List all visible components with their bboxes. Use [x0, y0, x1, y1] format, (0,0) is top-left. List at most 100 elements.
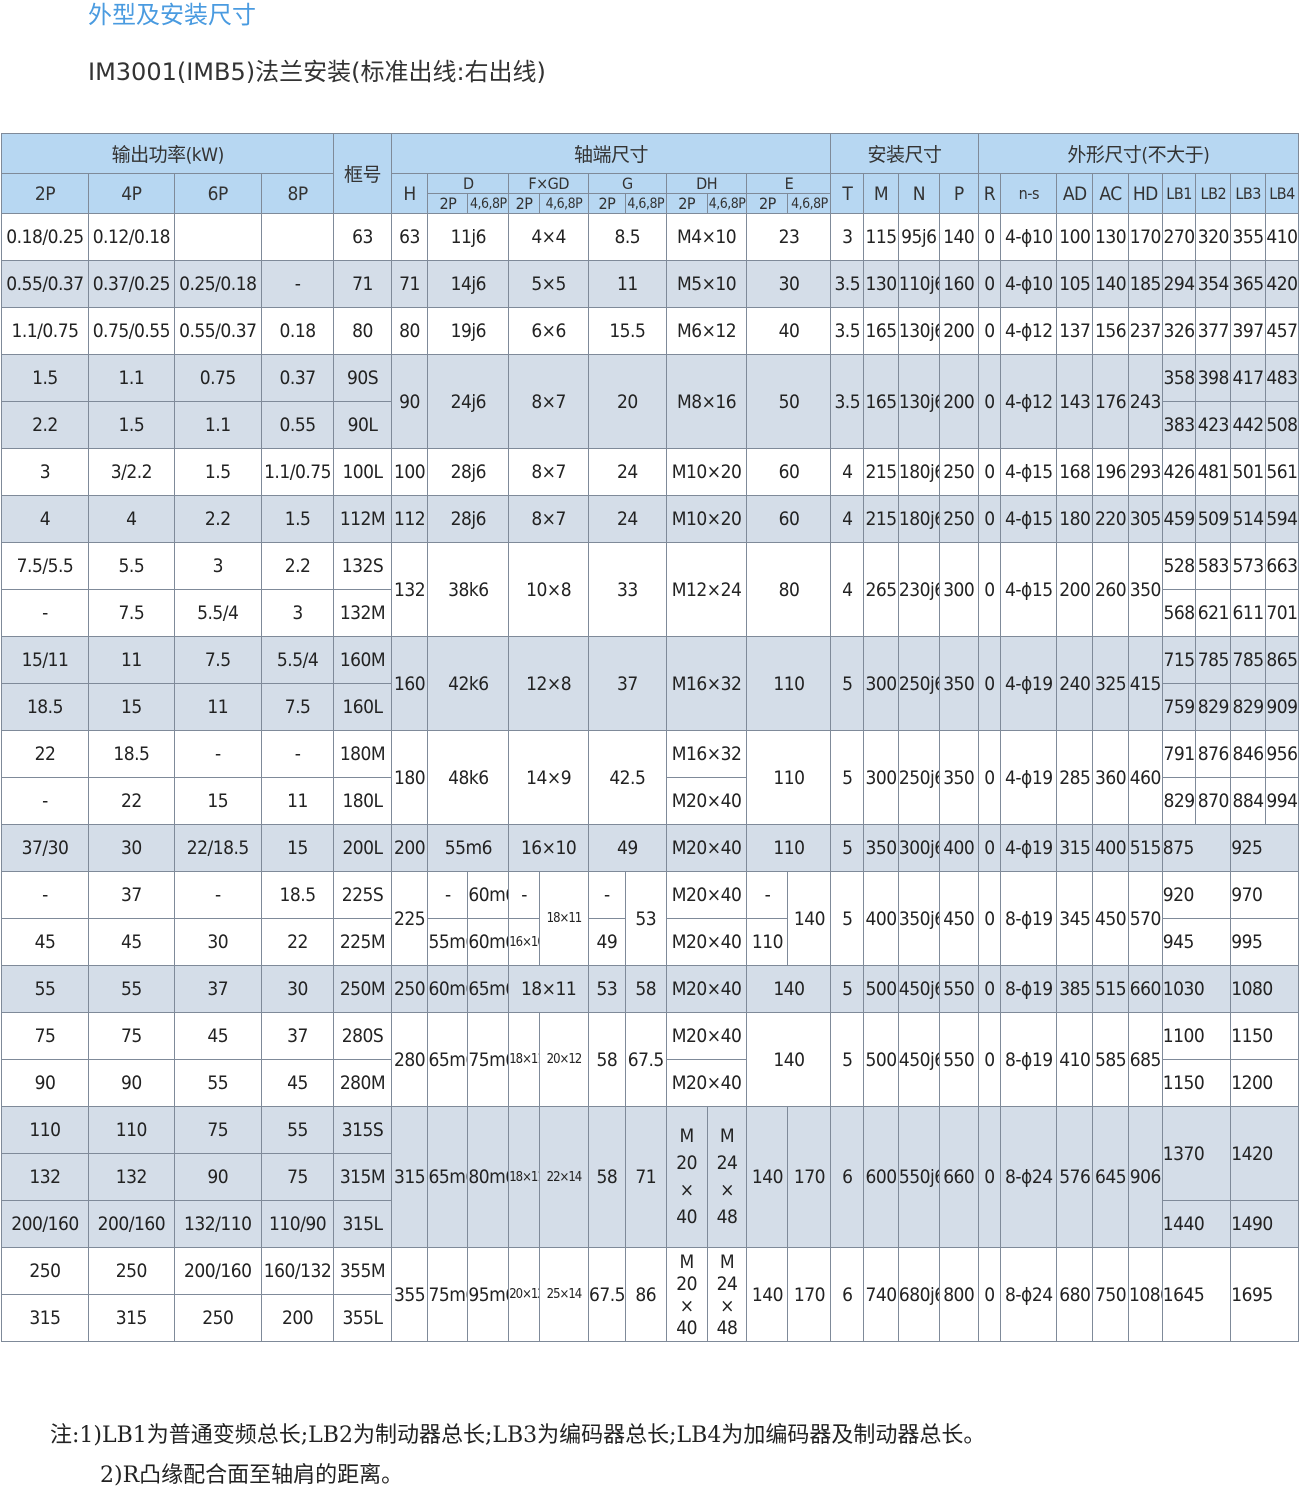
- page-title: 外型及安装尺寸: [88, 1, 256, 29]
- cell: 180: [1056, 495, 1094, 543]
- header-LB1: LB1: [1161, 173, 1197, 214]
- cell: 320: [1195, 213, 1232, 261]
- cell: 4: [830, 495, 865, 543]
- cell: 90: [1, 1059, 89, 1107]
- header-frame: 框号: [333, 133, 392, 214]
- cell: 250j6: [897, 730, 940, 825]
- cell: 45: [87, 918, 175, 966]
- cell: 110: [746, 730, 832, 825]
- notes: 注:1)LB1为普通变频总长;LB2为制动器总长;LB3为编码器总长;LB4为加…: [50, 1416, 985, 1496]
- cell: 5: [830, 730, 865, 825]
- cell: 55: [87, 965, 175, 1013]
- cell: 583: [1195, 542, 1232, 590]
- cell: 576: [1056, 1106, 1094, 1248]
- cell: 45: [260, 1059, 335, 1107]
- note-2: 2)R凸缘配合面至轴肩的距离。: [100, 1463, 404, 1488]
- cell: 600: [863, 1106, 899, 1248]
- cell: 67.5: [624, 1012, 667, 1107]
- cell: M20×40: [665, 777, 748, 825]
- cell: 250: [1, 1247, 89, 1295]
- header-HD: HD: [1127, 173, 1163, 214]
- header-E-468p: 4,6,8P: [787, 193, 832, 214]
- cell: 48k6: [427, 730, 510, 825]
- table-row: - 22 15 11 180L M20×40 829 870 884 994: [1, 777, 1300, 825]
- header-DH: DH: [665, 173, 748, 194]
- cell: 37: [260, 1012, 335, 1060]
- cell: 680j6: [897, 1247, 940, 1342]
- cell: -: [587, 871, 626, 919]
- cell: 550: [938, 1012, 979, 1107]
- cell: 450j6: [897, 1012, 940, 1107]
- cell: 160/132: [260, 1247, 335, 1295]
- cell: 65m6: [467, 965, 510, 1013]
- cell: 660: [938, 1106, 979, 1248]
- cell: -: [1, 589, 89, 637]
- cell: 550: [938, 965, 979, 1013]
- cell: 884: [1230, 777, 1266, 825]
- cell: 293: [1127, 448, 1163, 496]
- cell: 8×7: [508, 448, 589, 496]
- cell: 140: [938, 213, 979, 261]
- cell: 25×14: [538, 1247, 589, 1342]
- cell: 920: [1161, 871, 1232, 919]
- cell: 4-ϕ10: [1000, 260, 1058, 308]
- cell: 570: [1127, 871, 1163, 966]
- cell: 140: [746, 1012, 832, 1107]
- cell: 250j6: [897, 636, 940, 731]
- cell: 1030: [1161, 965, 1232, 1013]
- cell: 42.5: [587, 730, 667, 825]
- cell: 18.5: [1, 683, 89, 731]
- cell: 0.25/0.18: [173, 260, 262, 308]
- cell: 315: [1056, 824, 1094, 872]
- header-E-2p: 2P: [746, 193, 789, 214]
- cell: 45: [173, 1012, 262, 1060]
- cell: 460: [1127, 730, 1163, 825]
- cell: 0: [977, 1247, 1002, 1342]
- dh-468p-stack: M 24 × 48: [706, 1247, 748, 1342]
- cell: 1080: [1230, 965, 1299, 1013]
- header-DH-468p: 4,6,8P: [706, 193, 748, 214]
- cell: 33: [587, 542, 667, 637]
- cell: 100: [1056, 213, 1094, 261]
- cell: 237: [1127, 307, 1163, 355]
- cell: 215: [863, 495, 899, 543]
- cell: 829: [1161, 777, 1197, 825]
- header-LB2: LB2: [1195, 173, 1232, 214]
- cell: 180j6: [897, 448, 940, 496]
- cell: 1645: [1161, 1247, 1232, 1342]
- cell: 200: [260, 1294, 335, 1342]
- cell: 645: [1092, 1106, 1129, 1248]
- cell: 315: [390, 1106, 429, 1248]
- cell: M10×20: [665, 495, 748, 543]
- cell: 450: [1092, 871, 1129, 966]
- cell: 315: [87, 1294, 175, 1342]
- cell: 42k6: [427, 636, 510, 731]
- cell: 0.18/0.25: [1, 213, 89, 261]
- cell: M20×40: [665, 1059, 748, 1107]
- cell: 561: [1264, 448, 1300, 496]
- cell: 800: [938, 1247, 979, 1342]
- cell: 115: [863, 213, 899, 261]
- cell: 75: [173, 1106, 262, 1154]
- cell: 280: [390, 1012, 429, 1107]
- cell: 4-ϕ15: [1000, 542, 1058, 637]
- cell: 15/11: [1, 636, 89, 684]
- header-LB3: LB3: [1230, 173, 1266, 214]
- cell: 2.2: [173, 495, 262, 543]
- cell: 5: [830, 636, 865, 731]
- cell: 1420: [1230, 1106, 1299, 1201]
- cell: 420: [1264, 260, 1300, 308]
- cell: 80: [333, 307, 392, 355]
- cell: 1.1: [87, 354, 175, 402]
- cell: 200L: [333, 824, 392, 872]
- cell: 55: [173, 1059, 262, 1107]
- cell: 8×7: [508, 495, 589, 543]
- cell: 137: [1056, 307, 1094, 355]
- header-M: M: [863, 173, 899, 214]
- cell: 67.5: [587, 1247, 626, 1342]
- cell: 442: [1230, 401, 1266, 449]
